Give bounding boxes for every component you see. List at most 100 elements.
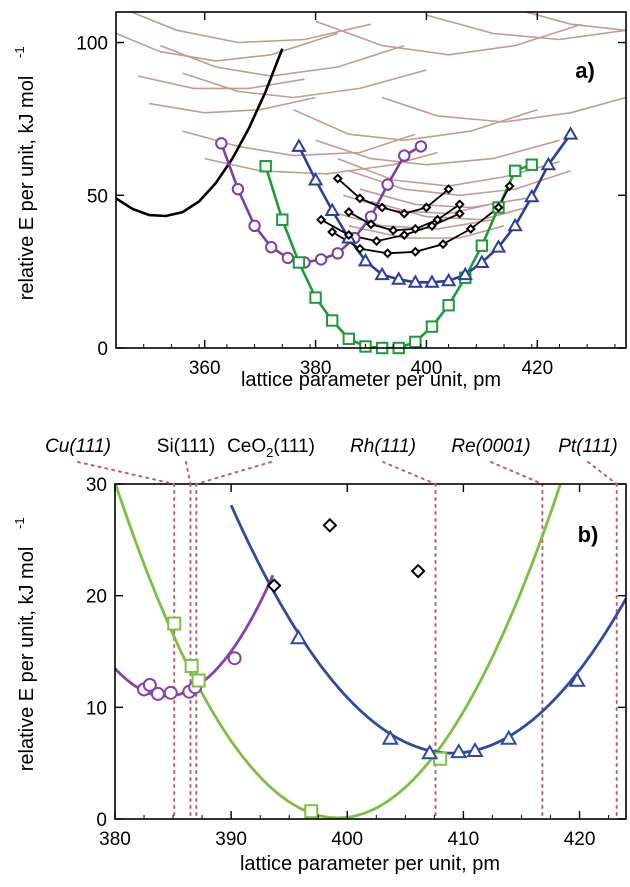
series-7-point <box>454 199 465 210</box>
series-2-point <box>500 729 518 745</box>
reference-connector-4 <box>490 461 544 485</box>
panel-b-plot-frame <box>114 483 627 820</box>
series-3-point <box>357 252 374 267</box>
panel-a-x-tick-label: 360 <box>189 358 221 379</box>
series-2-point <box>421 744 439 760</box>
panel-b-y-tick-label: 0 <box>96 810 107 831</box>
series-2-point <box>309 291 322 304</box>
panel-b-reference-labels: Cu(111) Si(111) CeO2(111) Rh(111) Re(0001) Pt… <box>45 436 618 485</box>
series-3-point <box>307 172 324 186</box>
series-7-point <box>388 225 399 236</box>
panel-b-x-tick-label: 420 <box>564 829 596 850</box>
panel-b-x-tick-label: 410 <box>448 829 480 850</box>
panel-b-fit-curves <box>115 484 626 819</box>
series-4-point <box>443 184 454 195</box>
background-curve-4 <box>138 75 305 90</box>
panel-b-label: b) <box>578 522 599 547</box>
series-3-point <box>410 563 426 579</box>
series-1-point <box>414 140 428 153</box>
panel-a-markers <box>215 126 579 355</box>
series-2-point <box>508 164 522 178</box>
panel-a-y-tick-label: 50 <box>87 186 108 207</box>
series-0-line <box>116 48 284 218</box>
panel-a-series-lines <box>116 48 572 348</box>
panel-b-axis-ticks: 380 390 400 410 420 0 10 20 30 <box>86 475 626 850</box>
background-curve-1 <box>116 32 338 62</box>
reference-connector-3 <box>382 461 437 485</box>
panel-a-y-axis-label: relative E per unit, kJ mol <box>16 76 38 301</box>
series-3-point <box>424 274 440 288</box>
background-curve-13 <box>315 139 560 166</box>
series-3-point <box>440 272 457 287</box>
series-2-line <box>264 163 533 348</box>
reference-connector-2 <box>195 461 272 485</box>
series-3-point <box>324 202 340 217</box>
series-6-point <box>465 223 476 234</box>
panel-a: 360 380 400 420 0 50 100 a) lattice parameter … <box>12 11 627 391</box>
panel-b-markers <box>137 517 586 819</box>
series-1-point <box>304 804 319 819</box>
panel-a-y-tick-label: 100 <box>76 34 108 55</box>
series-1-point <box>314 253 328 266</box>
series-2-point <box>450 743 468 759</box>
series-0-point <box>142 678 157 692</box>
panel-a-x-tick-label: 400 <box>411 358 443 379</box>
series-3-point <box>391 271 407 285</box>
background-curve-5 <box>149 96 316 114</box>
series-4-point <box>399 208 410 219</box>
series-1-point <box>184 659 199 674</box>
background-curve-3 <box>182 69 427 99</box>
series-1-point <box>231 182 245 196</box>
panel-a-axis-ticks: 360 380 400 420 0 50 100 <box>76 12 626 379</box>
series-2-point <box>325 314 339 327</box>
series-3-point <box>524 188 540 203</box>
series-6-point <box>382 248 393 259</box>
series-3-point <box>322 517 338 533</box>
series-4-line <box>337 177 450 215</box>
reference-label-0: Cu(111) <box>45 436 111 457</box>
series-2-point <box>466 741 484 758</box>
reference-label-5: Pt(111) <box>558 436 618 457</box>
background-curve-8 <box>315 20 582 56</box>
series-1-point <box>215 137 228 150</box>
panel-a-plot-frame <box>115 11 627 349</box>
panel-b-y-tick-label: 30 <box>86 475 107 496</box>
background-curve-11 <box>293 108 538 142</box>
series-2-point <box>409 335 422 349</box>
panel-b-y-axis-label-superscript: -1 <box>12 517 27 529</box>
panel-a-x-axis-label: lattice parameter per unit, pm <box>241 369 501 391</box>
panel-b-reference-lines <box>173 483 618 820</box>
series-2-point <box>475 239 489 252</box>
background-curve-19 <box>326 209 494 230</box>
panel-b-y-tick-label: 10 <box>86 698 107 719</box>
panel-b: 380 390 400 410 420 0 10 20 30 Cu(111) Si(111) CeO… <box>12 436 627 875</box>
series-5-point <box>343 229 354 240</box>
series-6-point <box>327 226 338 237</box>
background-curve-10 <box>523 12 626 32</box>
series-5-point <box>454 208 465 219</box>
background-curve-18 <box>343 194 505 215</box>
series-7-point <box>365 219 377 230</box>
series-2-point <box>342 332 356 346</box>
panel-b-x-tick-label: 400 <box>331 829 363 850</box>
series-1-point <box>265 241 278 254</box>
background-curve-20 <box>348 225 505 239</box>
series-2-point <box>259 160 272 173</box>
reference-connector-0 <box>77 461 176 485</box>
series-1-point <box>398 149 411 162</box>
reference-label-3: Rh(111) <box>350 436 416 457</box>
series-6-point <box>493 202 504 213</box>
series-1-point <box>167 616 182 631</box>
panel-b-x-tick-label: 380 <box>99 829 131 850</box>
series-2-point <box>525 158 538 171</box>
series-1-point <box>331 247 344 260</box>
fit-curve-1 <box>115 484 562 819</box>
series-2-point <box>568 671 586 687</box>
series-1-point <box>281 251 295 265</box>
series-0-point <box>227 651 242 666</box>
series-3-point <box>490 239 507 253</box>
series-3-point <box>507 217 523 232</box>
series-6-point <box>354 243 365 254</box>
background-curve-9 <box>426 14 626 41</box>
series-2-point <box>276 213 289 226</box>
